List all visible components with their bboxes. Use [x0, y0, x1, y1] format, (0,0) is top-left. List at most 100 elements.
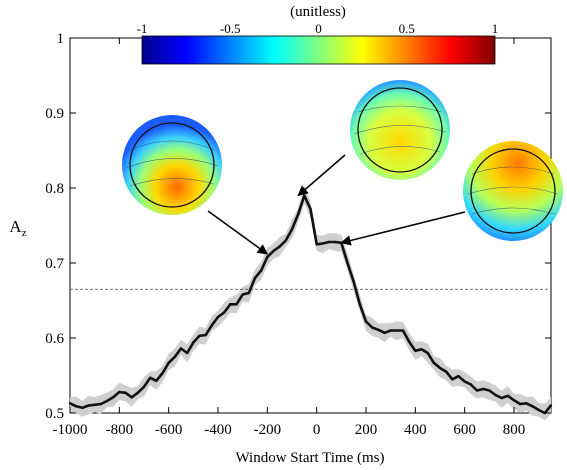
x-tick-label: -800 — [106, 422, 134, 438]
data-point — [321, 242, 324, 245]
scalp-map-3-disc — [463, 141, 563, 241]
data-point — [377, 328, 380, 331]
data-point — [445, 370, 448, 373]
scalp-map-2-disc — [350, 80, 450, 180]
scalp-map-1-disc — [122, 115, 222, 215]
data-point — [284, 239, 287, 242]
x-tick-label: 0 — [313, 422, 321, 438]
data-point — [327, 240, 331, 244]
data-point — [204, 333, 207, 337]
scalp-map-3-contour-3 — [471, 207, 555, 215]
data-point — [149, 376, 152, 379]
annotation-arrows — [207, 154, 466, 255]
scalp-map-2 — [350, 80, 450, 180]
data-point — [155, 379, 158, 382]
data-point — [420, 348, 423, 351]
scalp-map-2-head-outline — [357, 87, 443, 173]
scalp-map-3-contour-1 — [471, 166, 555, 175]
data-point — [229, 303, 232, 306]
data-point — [118, 390, 121, 394]
data-point — [457, 375, 460, 378]
data-point — [290, 228, 294, 231]
data-point — [99, 402, 103, 406]
scalp-map-1-head-outline — [129, 122, 215, 208]
x-axis: -1000 -800 -600 -400 -200 0 200 400 600 800 — [53, 38, 526, 438]
colorbar-tick-label: -0.5 — [220, 21, 241, 36]
data-point — [68, 402, 72, 405]
data-point — [389, 329, 392, 332]
data-point — [549, 404, 553, 407]
data-point — [469, 383, 472, 386]
data-point — [525, 402, 528, 405]
y-axis-label-main: A — [9, 217, 22, 236]
scalp-map-2-contour-3 — [359, 146, 441, 155]
data-point — [543, 411, 546, 415]
colorbar-tick-label: 1 — [492, 21, 499, 36]
y-axis-label-sub: z — [22, 227, 27, 239]
data-point — [235, 303, 238, 306]
x-tick-label: 800 — [503, 422, 526, 438]
data-point — [512, 399, 516, 402]
scalp-map-1-contour-3 — [129, 178, 215, 187]
colorbar-tick-label: 0 — [315, 21, 322, 36]
data-point — [173, 355, 176, 358]
scalp-map-1-contour-2 — [125, 158, 219, 169]
data-point — [401, 329, 405, 332]
data-point — [241, 293, 244, 296]
data-point — [395, 329, 398, 332]
data-point — [303, 194, 306, 197]
data-point — [167, 361, 170, 364]
data-point — [414, 349, 417, 352]
data-point — [297, 213, 300, 216]
scalp-map-2-contour-1 — [357, 105, 443, 113]
colorbar-tick-label: 0.5 — [399, 21, 415, 36]
data-point — [130, 396, 133, 399]
data-point — [75, 405, 78, 408]
data-point — [371, 326, 374, 329]
data-point — [500, 396, 503, 400]
data-point — [426, 351, 429, 355]
data-point — [142, 385, 146, 388]
data-point — [247, 291, 250, 295]
data-point — [408, 340, 411, 343]
data-point — [494, 393, 497, 397]
x-tick-label: 600 — [453, 422, 476, 438]
x-tick-label: 400 — [404, 422, 427, 438]
y-tick-label: 0.6 — [45, 331, 64, 347]
data-point — [87, 404, 90, 407]
data-point — [112, 396, 115, 399]
data-point — [352, 280, 355, 283]
scalp-map-1 — [122, 115, 222, 215]
data-point — [475, 389, 479, 392]
data-point — [334, 240, 337, 244]
x-axis-label: Window Start Time (ms) — [236, 450, 385, 466]
data-point — [105, 399, 109, 403]
scalp-map-2-contour-2 — [353, 125, 447, 135]
data-point — [519, 402, 522, 406]
x-tick-label: -400 — [204, 422, 232, 438]
x-tick-label: -200 — [254, 422, 282, 438]
data-point — [482, 387, 485, 391]
data-point — [216, 315, 220, 319]
data-point — [346, 261, 349, 265]
data-point — [136, 391, 139, 394]
data-point — [93, 403, 96, 406]
colorbar-title: (unitless) — [290, 4, 346, 20]
data-point — [81, 406, 84, 409]
data-point — [537, 408, 540, 412]
y-tick-label: 0.7 — [45, 256, 64, 272]
data-point — [531, 405, 534, 408]
x-tick-label: -1000 — [53, 422, 88, 438]
colorbar: (unitless) -1 -0.5 0 0.5 1 — [137, 4, 499, 65]
data-point — [451, 378, 454, 381]
x-tick-label: -600 — [155, 422, 183, 438]
scalp-map-3-contour-2 — [467, 186, 559, 195]
y-tick-label: 0.8 — [45, 181, 64, 197]
data-point — [161, 372, 164, 375]
data-point — [223, 311, 226, 314]
colorbar-strip — [141, 35, 496, 65]
data-point — [272, 249, 275, 253]
data-point — [488, 389, 491, 392]
data-point — [463, 380, 466, 383]
